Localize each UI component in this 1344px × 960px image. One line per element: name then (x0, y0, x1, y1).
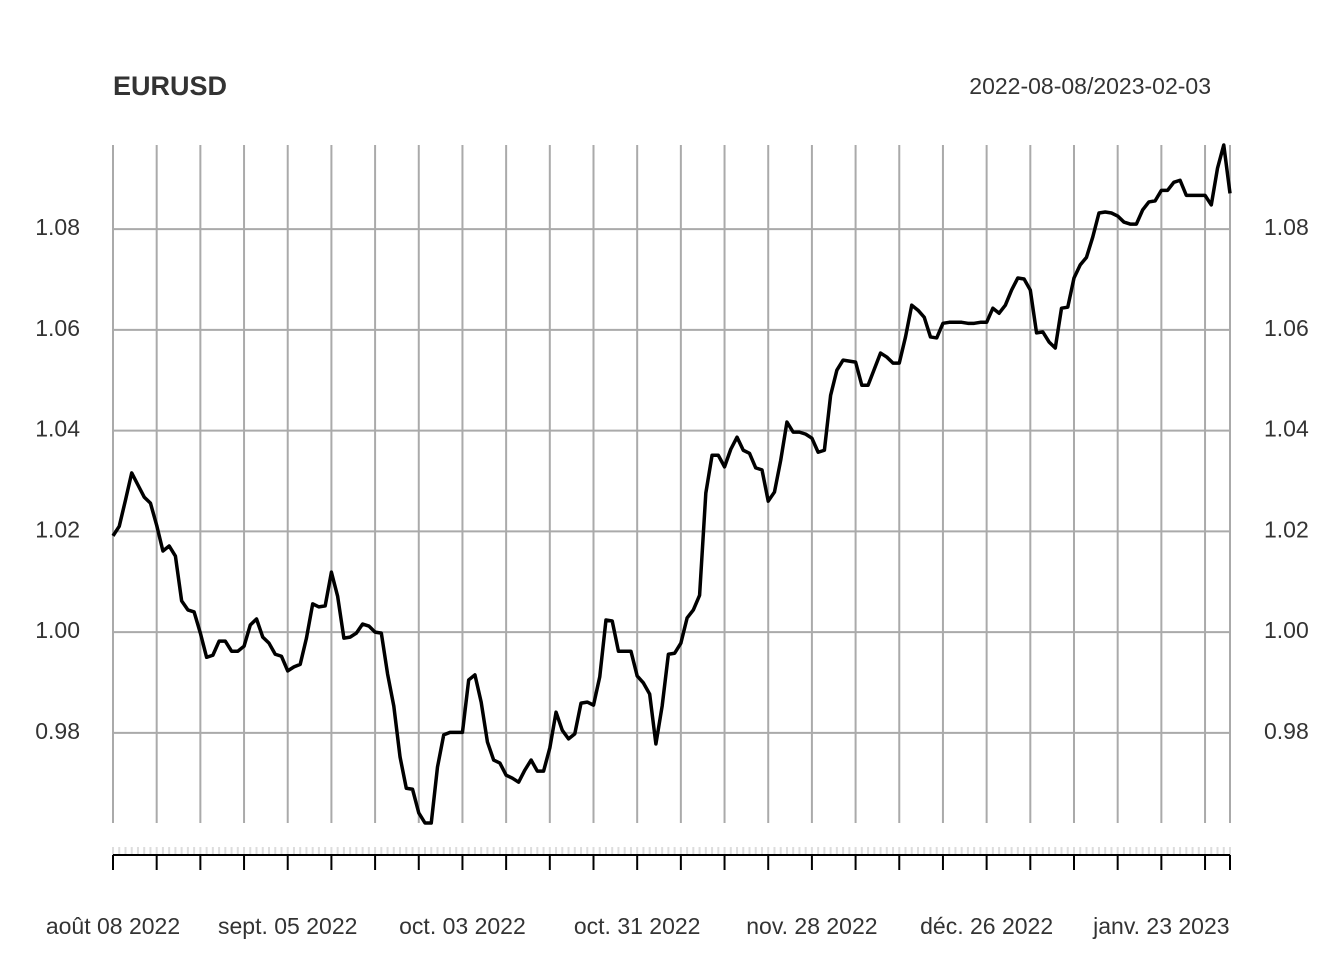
y-tick-label-right: 1.06 (1264, 315, 1309, 341)
y-tick-label-right: 0.98 (1264, 718, 1309, 744)
x-tick-label: nov. 28 2022 (746, 913, 877, 939)
y-tick-label-right: 1.08 (1264, 214, 1309, 240)
y-tick-label-right: 1.02 (1264, 516, 1309, 542)
y-tick-label: 0.98 (35, 718, 80, 744)
y-tick-label-right: 1.00 (1264, 617, 1309, 643)
chart-subtitle: 2022-08-08/2023-02-03 (969, 73, 1211, 99)
x-tick-label: janv. 23 2023 (1092, 913, 1229, 939)
y-tick-label: 1.06 (35, 315, 80, 341)
y-tick-label: 1.00 (35, 617, 80, 643)
y-tick-label: 1.02 (35, 516, 80, 542)
x-tick-label: oct. 31 2022 (574, 913, 701, 939)
y-tick-label: 1.08 (35, 214, 80, 240)
x-tick-label: août 08 2022 (46, 913, 180, 939)
y-tick-label: 1.04 (35, 416, 80, 442)
x-tick-label: sept. 05 2022 (218, 913, 357, 939)
chart-title: EURUSD (113, 71, 227, 101)
x-tick-label: déc. 26 2022 (920, 913, 1053, 939)
price-line (111, 143, 1232, 825)
y-tick-label-right: 1.04 (1264, 416, 1309, 442)
x-tick-label: oct. 03 2022 (399, 913, 526, 939)
